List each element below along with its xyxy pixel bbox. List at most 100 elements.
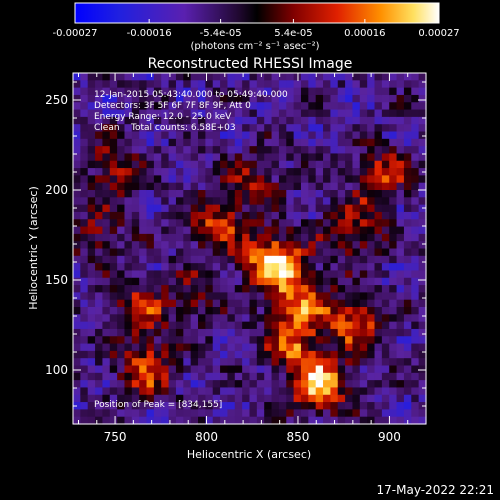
colorbar-ticks: -0.00027 -0.00016 -5.4e-05 5.4e-05 0.00016 0.… — [53, 19, 460, 39]
heatmap-cell — [359, 102, 368, 111]
heatmap-cell — [109, 358, 118, 367]
heatmap-cell — [286, 190, 295, 198]
heatmap-cell — [278, 233, 287, 242]
heatmap-cell — [418, 255, 427, 264]
heatmap-cell — [381, 233, 390, 242]
heatmap-cell — [212, 116, 221, 125]
heatmap-cell — [418, 211, 427, 220]
heatmap-cell — [389, 372, 398, 381]
heatmap-cell — [278, 80, 287, 89]
heatmap-cell — [249, 307, 258, 315]
heatmap-cell — [403, 197, 412, 206]
x-tick-label: 800 — [195, 430, 218, 444]
heatmap-cell — [183, 380, 192, 389]
heatmap-cell — [337, 102, 346, 111]
heatmap-cell — [396, 255, 405, 264]
heatmap-cell — [117, 409, 126, 418]
heatmap-cell — [183, 248, 192, 257]
heatmap-cell — [220, 394, 229, 403]
heatmap-cell — [73, 116, 81, 125]
heatmap-cell — [249, 73, 258, 81]
heatmap-cell — [242, 153, 251, 162]
heatmap-cell — [205, 197, 214, 206]
heatmap-cell — [403, 365, 412, 374]
heatmap-cell — [139, 87, 148, 96]
heatmap-cell — [87, 285, 96, 293]
heatmap-cell — [300, 402, 309, 410]
heatmap-cell — [131, 146, 140, 155]
heatmap-cell — [73, 307, 81, 315]
heatmap-cell — [168, 387, 177, 396]
heatmap-cell — [139, 380, 148, 389]
heatmap-cell — [234, 409, 243, 418]
heatmap-cell — [286, 219, 295, 228]
heatmap-cell — [396, 394, 405, 403]
heatmap-cell — [278, 153, 287, 162]
heatmap-cell — [242, 160, 251, 169]
heatmap-cell — [205, 80, 214, 89]
heatmap-cell — [109, 263, 118, 272]
heatmap-cell — [418, 270, 427, 279]
heatmap-cell — [234, 263, 243, 272]
heatmap-cell — [95, 116, 104, 125]
heatmap-cell — [411, 263, 420, 272]
heatmap-cell — [124, 358, 133, 367]
heatmap-cell — [367, 358, 376, 367]
heatmap-cell — [359, 299, 368, 308]
heatmap-cell — [198, 416, 206, 425]
heatmap-cell — [256, 146, 265, 155]
heatmap-cell — [242, 365, 251, 374]
heatmap-cell — [278, 116, 287, 125]
heatmap-cell — [337, 146, 346, 155]
heatmap-cell — [418, 204, 427, 213]
heatmap-cell — [234, 343, 243, 352]
heatmap-cell — [381, 350, 390, 359]
heatmap-cell — [367, 409, 376, 418]
heatmap-cell — [315, 299, 324, 308]
heatmap-cell — [352, 314, 361, 323]
heatmap-cell — [242, 226, 251, 235]
heatmap-cell — [367, 182, 376, 191]
heatmap-cell — [161, 372, 170, 381]
heatmap-cell — [337, 299, 346, 308]
heatmap-cell — [367, 285, 376, 293]
heatmap-cell — [286, 416, 295, 425]
heatmap-cell — [271, 153, 280, 162]
heatmap-cell — [131, 153, 140, 162]
heatmap-cell — [396, 233, 405, 242]
heatmap-cell — [139, 299, 148, 308]
heatmap-cell — [198, 365, 206, 374]
heatmap-cell — [168, 263, 177, 272]
heatmap-cell — [109, 153, 118, 162]
heatmap-cell — [73, 190, 81, 198]
heatmap-cell — [102, 358, 111, 367]
heatmap-cell — [330, 219, 339, 228]
heatmap-cell — [249, 182, 258, 191]
heatmap-cell — [345, 365, 354, 374]
heatmap-cell — [323, 263, 331, 272]
heatmap-cell — [117, 387, 126, 396]
heatmap-cell — [308, 307, 317, 315]
heatmap-cell — [411, 343, 420, 352]
heatmap-cell — [109, 372, 118, 381]
heatmap-cell — [359, 263, 368, 272]
heatmap-cell — [308, 116, 317, 125]
heatmap-cell — [153, 168, 162, 176]
heatmap-cell — [403, 299, 412, 308]
heatmap-cell — [175, 175, 184, 184]
heatmap-cell — [95, 285, 104, 293]
heatmap-cell — [87, 402, 96, 410]
heatmap-cell — [109, 233, 118, 242]
x-tick-label: 750 — [104, 430, 127, 444]
heatmap-cell — [286, 321, 295, 330]
heatmap-cell — [95, 416, 104, 425]
heatmap-cell — [87, 380, 96, 389]
heatmap-cell — [131, 80, 140, 89]
heatmap-cell — [161, 248, 170, 257]
heatmap-cell — [359, 416, 368, 425]
heatmap-cell — [337, 138, 346, 147]
heatmap-cell — [161, 277, 170, 286]
heatmap-cell — [161, 299, 170, 308]
heatmap-cell — [95, 219, 104, 228]
heatmap-cell — [293, 131, 302, 140]
